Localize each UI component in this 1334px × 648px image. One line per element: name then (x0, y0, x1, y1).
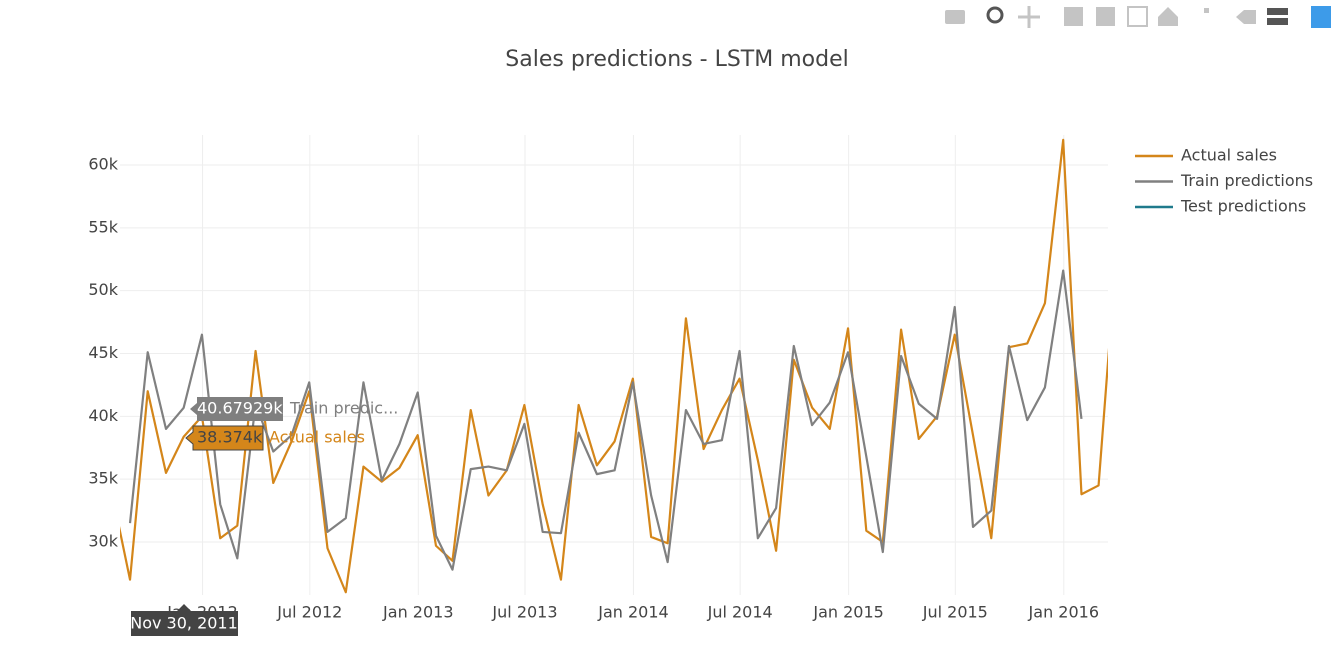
zoom-out-icon[interactable] (1096, 7, 1115, 26)
y-tick-label: 35k (88, 469, 118, 488)
tooltip-box (190, 397, 283, 421)
pan-icon[interactable] (1018, 6, 1040, 28)
y-tick-label: 55k (88, 217, 118, 236)
hover-compare-icon[interactable] (1267, 18, 1288, 25)
camera-icon[interactable] (945, 10, 965, 24)
hover-compare-icon[interactable] (1267, 8, 1288, 15)
tooltip-date: Nov 30, 2011 (130, 614, 238, 633)
legend-label: Actual sales (1181, 146, 1277, 165)
spike-icon[interactable] (1204, 8, 1209, 13)
x-tick-label: Jan 2014 (597, 603, 668, 622)
tooltip-value: 40.67929k (197, 399, 283, 418)
x-tick-label: Jul 2015 (922, 603, 988, 622)
y-tick-label: 60k (88, 155, 118, 174)
x-tick-label: Jul 2013 (491, 603, 557, 622)
y-tick-label: 30k (88, 531, 118, 550)
x-tick-label: Jul 2012 (276, 603, 342, 622)
y-tick-label: 50k (88, 280, 118, 299)
series-line (120, 138, 1108, 594)
tooltip-value: 38.374k (197, 428, 263, 447)
plotly-logo[interactable] (1311, 6, 1331, 28)
legend-label: Train predictions (1180, 171, 1313, 190)
legend-label: Test predictions (1180, 197, 1306, 216)
zoom-in-icon[interactable] (1064, 7, 1083, 26)
y-tick-label: 40k (88, 406, 118, 425)
series-line (128, 269, 1083, 571)
x-tick-label: Jan 2016 (1028, 603, 1099, 622)
y-tick-label: 45k (88, 343, 118, 362)
x-tick-label: Jan 2013 (382, 603, 453, 622)
reset-icon[interactable] (1158, 7, 1178, 26)
modebar (945, 6, 1331, 28)
tooltip: 40.67929k Train predic... 38.374k Actual… (130, 397, 398, 636)
tooltip-box (185, 425, 264, 451)
tooltip-name: Actual sales (269, 428, 365, 447)
hover-closest-icon[interactable] (1236, 10, 1256, 24)
zoom-icon[interactable] (986, 6, 1004, 24)
tooltip-name: Train predic... (289, 399, 398, 418)
x-tick-label: Jan 2015 (812, 603, 883, 622)
chart-title: Sales predictions - LSTM model (505, 47, 848, 72)
tooltip-date-box (131, 604, 238, 636)
autoscale-icon[interactable] (1127, 6, 1148, 27)
x-tick-label: Jul 2014 (707, 603, 773, 622)
